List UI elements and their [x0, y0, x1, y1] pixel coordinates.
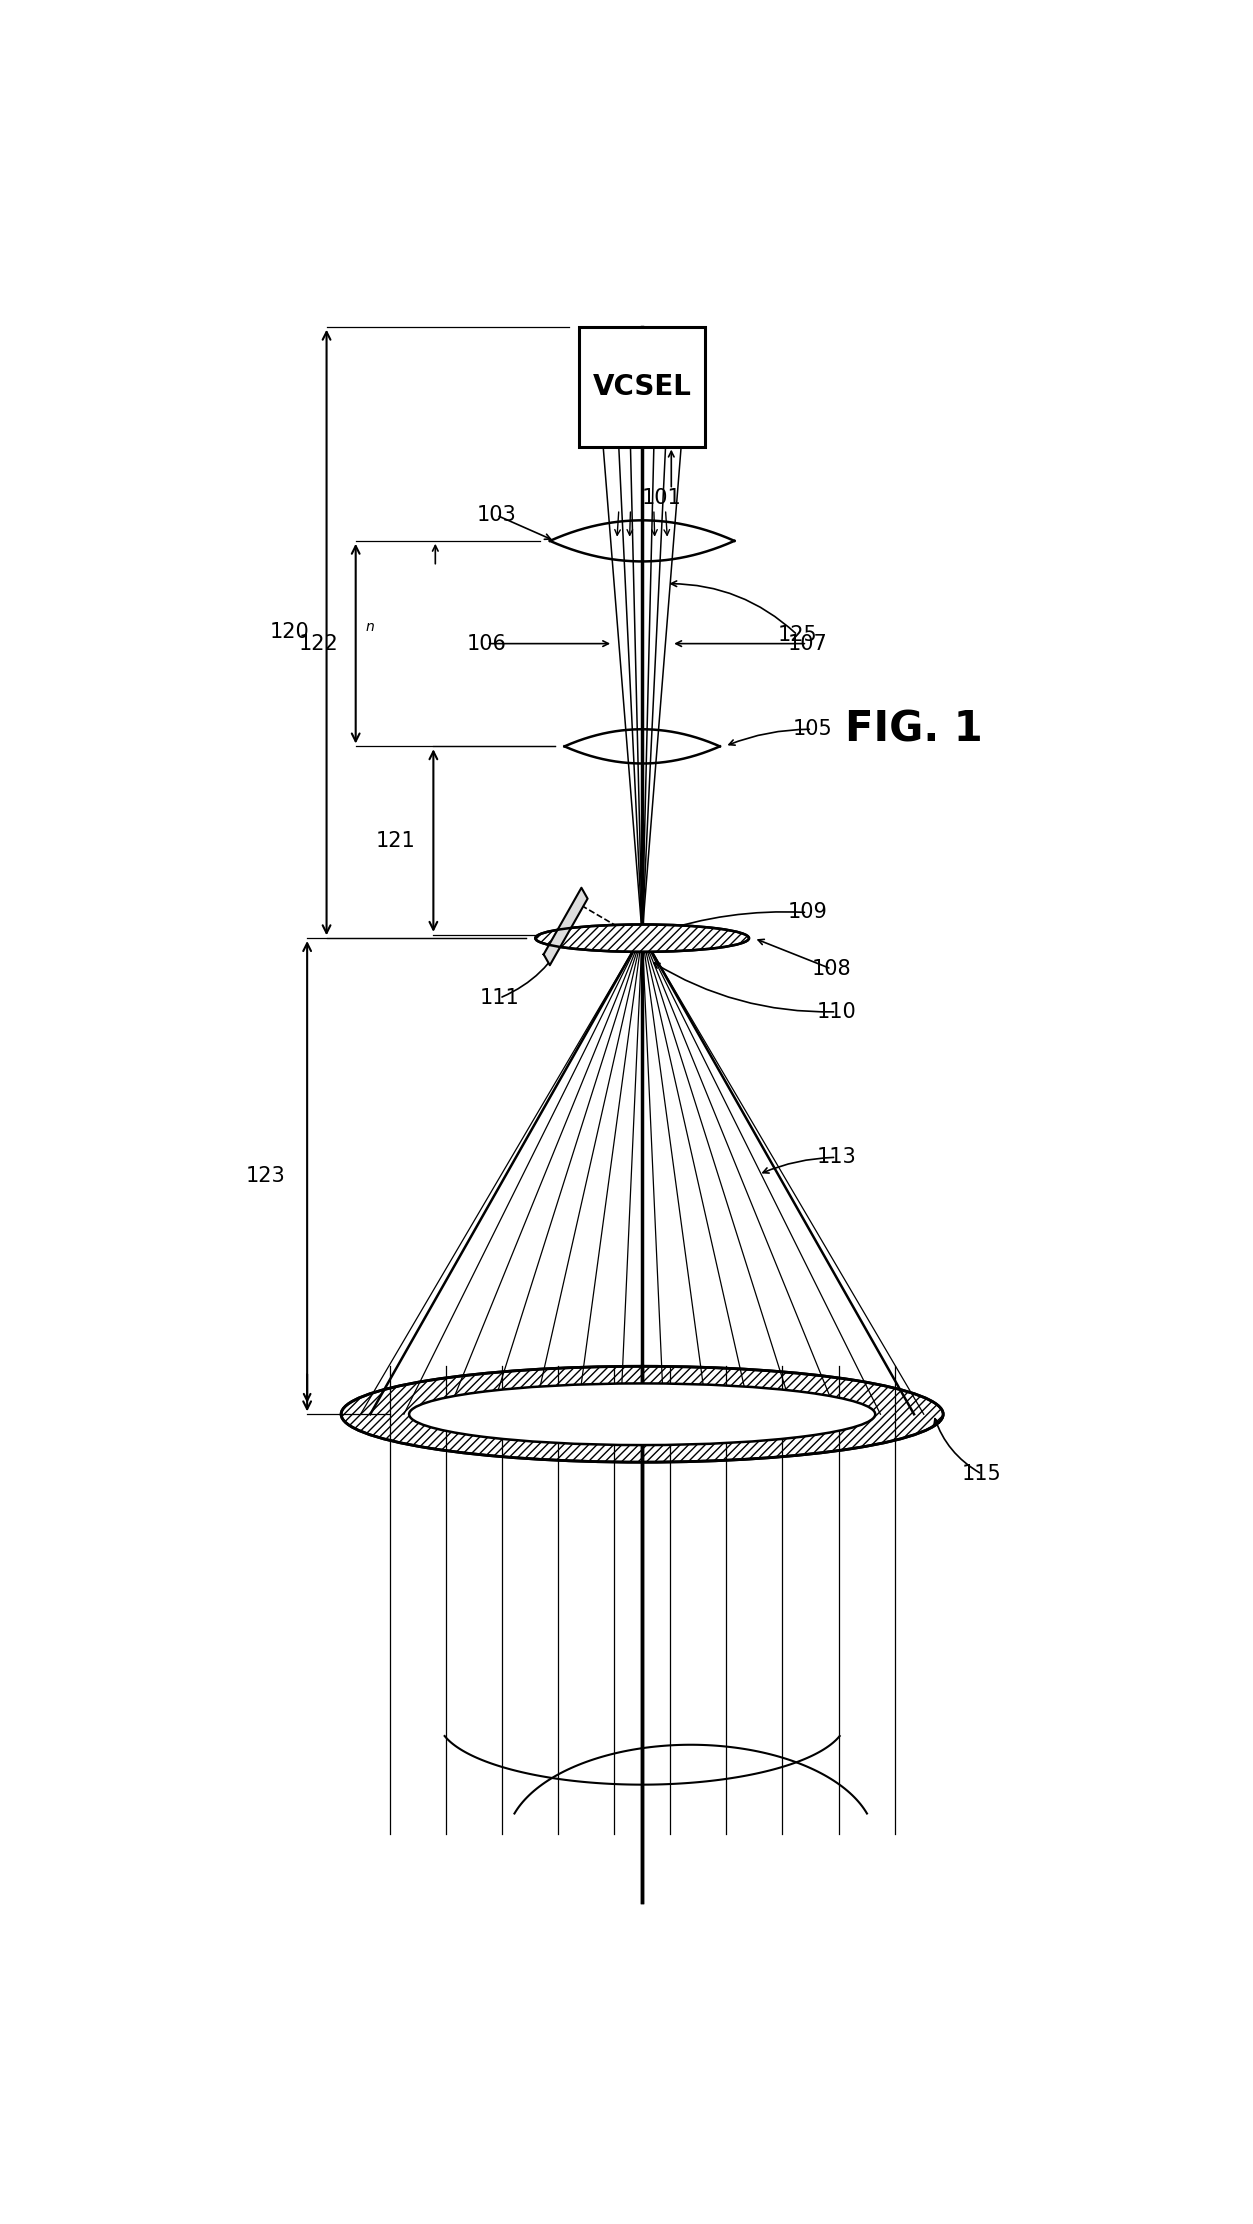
Ellipse shape: [535, 925, 749, 952]
Text: 113: 113: [817, 1148, 856, 1168]
Text: 107: 107: [787, 634, 827, 654]
Bar: [579, 327, 705, 447]
Text: 110: 110: [817, 1001, 856, 1021]
Text: 111: 111: [480, 987, 519, 1007]
Text: 103: 103: [476, 505, 516, 525]
Text: 105: 105: [792, 718, 832, 738]
Text: 109: 109: [787, 903, 827, 923]
Text: 106: 106: [467, 634, 506, 654]
Text: 121: 121: [376, 830, 416, 850]
Text: 115: 115: [962, 1463, 1002, 1483]
Text: VCSEL: VCSEL: [593, 374, 692, 400]
Text: 123: 123: [246, 1165, 286, 1185]
Text: n: n: [366, 620, 375, 634]
Text: 120: 120: [269, 623, 309, 643]
Text: 125: 125: [778, 625, 817, 645]
Text: 122: 122: [298, 634, 338, 654]
Text: FIG. 1: FIG. 1: [846, 707, 982, 749]
Text: 108: 108: [812, 959, 851, 979]
Text: 101: 101: [642, 487, 682, 507]
Ellipse shape: [410, 1383, 875, 1446]
Polygon shape: [544, 887, 588, 965]
